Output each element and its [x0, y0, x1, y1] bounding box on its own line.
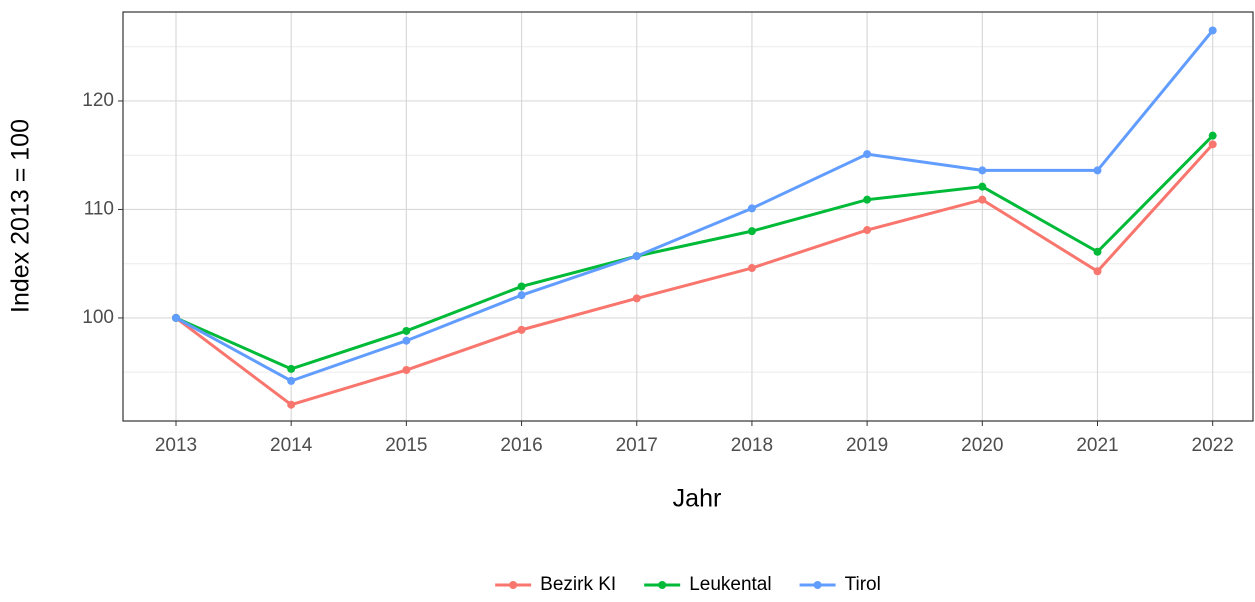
legend-label: Tirol — [845, 574, 881, 595]
x-tick-label: 2018 — [731, 435, 773, 456]
legend-item: Bezirk KI — [495, 574, 616, 595]
data-point — [1208, 26, 1217, 35]
y-tick-label: 110 — [84, 198, 114, 219]
series-line — [175, 134, 1214, 371]
series-line — [175, 29, 1214, 383]
data-point — [171, 313, 180, 322]
x-tick-label: 2017 — [616, 435, 658, 456]
y-axis-label: Index 2013 = 100 — [7, 119, 35, 313]
data-point — [863, 226, 872, 235]
data-point — [978, 182, 987, 191]
data-point — [287, 400, 296, 409]
y-tick-label: 100 — [82, 307, 114, 328]
data-point — [1208, 131, 1217, 140]
data-point — [517, 291, 526, 300]
data-point — [402, 336, 411, 345]
data-point — [863, 150, 872, 159]
data-point — [402, 326, 411, 335]
x-tick-label: 2016 — [500, 435, 542, 456]
data-point — [863, 195, 872, 204]
legend-swatch-point — [658, 581, 667, 589]
data-point — [287, 376, 296, 385]
x-tick-label: 2013 — [155, 435, 197, 456]
data-point — [1093, 267, 1102, 276]
data-point — [287, 364, 296, 373]
data-point — [632, 294, 641, 303]
x-tick-label: 2020 — [961, 435, 1003, 456]
legend-swatch-point — [813, 581, 822, 589]
y-tick-label: 120 — [82, 90, 114, 111]
legend: Bezirk KI Leukental Tirol — [495, 574, 881, 595]
legend-item: Leukental — [644, 574, 772, 595]
data-point — [978, 166, 987, 175]
plot-border — [122, 11, 1254, 422]
data-point — [747, 264, 756, 273]
legend-item: Tirol — [799, 574, 881, 595]
legend-swatch-point — [509, 581, 518, 589]
x-axis-label: Jahr — [673, 485, 722, 513]
data-point — [517, 282, 526, 291]
data-point — [1093, 247, 1102, 256]
legend-label: Leukental — [689, 574, 771, 595]
x-tick-label: 2019 — [846, 435, 888, 456]
data-point — [517, 325, 526, 334]
data-point — [747, 204, 756, 213]
x-tick-label: 2014 — [270, 435, 313, 456]
x-tick-label: 2021 — [1076, 435, 1118, 456]
legend-label: Bezirk KI — [540, 574, 616, 595]
series-line — [175, 143, 1214, 407]
x-tick-label: 2022 — [1192, 435, 1234, 456]
data-point — [632, 252, 641, 261]
data-point — [978, 195, 987, 204]
data-point — [747, 227, 756, 236]
data-point — [1208, 140, 1217, 149]
data-point — [402, 366, 411, 375]
x-tick-label: 2015 — [385, 435, 427, 456]
data-point — [1093, 166, 1102, 175]
